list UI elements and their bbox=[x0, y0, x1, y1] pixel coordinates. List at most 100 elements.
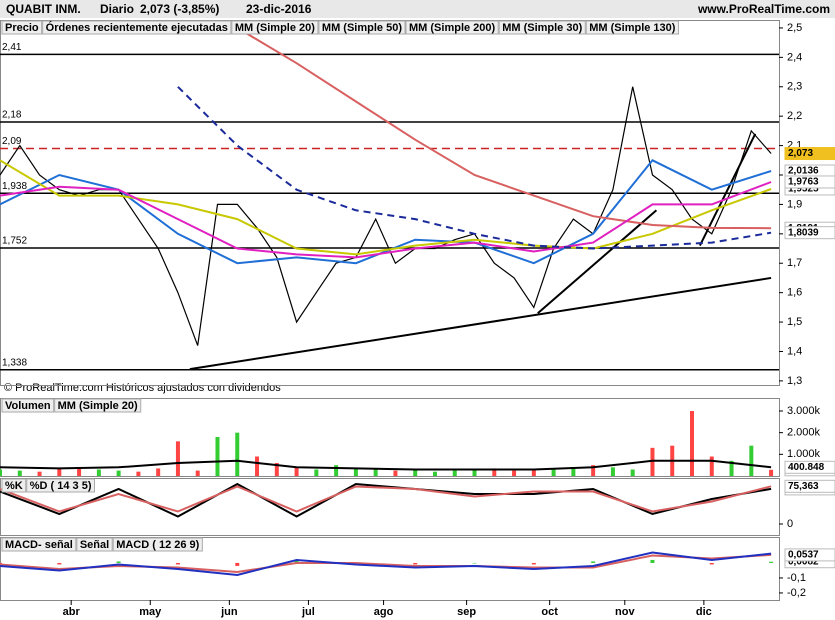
legend-entry: %K bbox=[5, 480, 23, 492]
value-label: 1,9525 bbox=[788, 184, 819, 195]
x-tick-label: nov bbox=[615, 606, 635, 618]
bar bbox=[650, 447, 655, 476]
y-tick-label: -0,2 bbox=[787, 587, 806, 599]
legend-entry: MACD- señal bbox=[5, 539, 73, 551]
series-line bbox=[0, 551, 772, 577]
bar bbox=[413, 469, 418, 476]
bar bbox=[650, 559, 655, 563]
value-label: 2,0136 bbox=[788, 166, 819, 177]
y-tick-label: 2,4 bbox=[787, 51, 802, 63]
bar bbox=[57, 468, 62, 476]
bar bbox=[96, 469, 101, 476]
value-label: 0,0537 bbox=[788, 550, 819, 561]
legend-entry: MM (Simple 50) bbox=[322, 22, 402, 34]
bar bbox=[156, 468, 161, 476]
bar bbox=[769, 561, 774, 563]
legend-box bbox=[76, 537, 113, 552]
bar bbox=[591, 465, 596, 476]
series-line bbox=[236, 27, 772, 230]
bar bbox=[116, 561, 121, 563]
bar bbox=[116, 470, 121, 476]
series-line bbox=[0, 459, 772, 471]
value-label-box bbox=[784, 175, 835, 189]
x-tick-label: jul bbox=[301, 606, 315, 618]
bar bbox=[175, 562, 180, 565]
level-label: 1,752 bbox=[2, 236, 27, 247]
bar bbox=[294, 559, 299, 563]
bar bbox=[709, 456, 714, 476]
bar bbox=[472, 562, 477, 564]
bar bbox=[749, 445, 754, 476]
legend-box bbox=[405, 20, 499, 35]
legend-box bbox=[112, 537, 203, 552]
bar bbox=[531, 562, 536, 565]
value-label-box bbox=[784, 548, 835, 562]
value-label: 0,0082 bbox=[788, 556, 819, 567]
value-label-box bbox=[784, 147, 835, 161]
site: www.ProRealTime.com bbox=[697, 2, 830, 16]
legend-box bbox=[42, 20, 232, 35]
panel-border bbox=[0, 478, 780, 536]
y-tick-label: 1,3 bbox=[787, 375, 802, 387]
legend-box bbox=[1, 478, 27, 493]
value-label: 1,9763 bbox=[788, 177, 819, 188]
series-line bbox=[0, 482, 772, 518]
value-label: 2,073 bbox=[788, 148, 813, 159]
legend-entry: MM (Simple 30) bbox=[502, 22, 582, 34]
bar bbox=[630, 469, 635, 476]
level-label: 2,41 bbox=[2, 42, 22, 53]
x-tick-label: oct bbox=[541, 606, 558, 618]
legend-box bbox=[318, 20, 406, 35]
value-label: 400.848 bbox=[788, 462, 825, 473]
legend-box bbox=[54, 398, 142, 413]
legend-entry: Volumen bbox=[5, 400, 51, 412]
x-tick-label: abr bbox=[63, 606, 81, 618]
bar bbox=[729, 460, 734, 476]
value-label: 75,363 bbox=[788, 481, 819, 492]
y-tick-label: 1,4 bbox=[787, 345, 802, 357]
series-line bbox=[0, 181, 772, 259]
header-bar bbox=[0, 0, 835, 18]
bar bbox=[373, 469, 378, 476]
bar bbox=[195, 470, 200, 476]
y-tick-label: 2,2 bbox=[787, 110, 802, 122]
legend-box bbox=[1, 537, 77, 552]
bar bbox=[294, 467, 299, 476]
bar bbox=[551, 469, 556, 476]
level-label: 2,09 bbox=[2, 136, 22, 147]
value-label-box bbox=[784, 460, 835, 474]
y-tick-label: 2,3 bbox=[787, 81, 802, 93]
value-label-box bbox=[784, 226, 835, 240]
x-tick-label: ago bbox=[374, 606, 394, 618]
price: 2,073 (-3,85%) bbox=[140, 2, 219, 16]
legend-entry: Órdenes recientemente ejecutadas bbox=[46, 21, 228, 34]
bar bbox=[57, 562, 62, 565]
bar bbox=[512, 470, 517, 476]
bar bbox=[255, 456, 260, 476]
level-label: 1,338 bbox=[2, 357, 27, 368]
y-tick-label: 1,5 bbox=[787, 316, 802, 328]
bar bbox=[432, 471, 437, 476]
y-tick-label: 2,5 bbox=[787, 22, 802, 34]
bar bbox=[472, 469, 477, 476]
bar bbox=[77, 467, 82, 476]
y-tick-label: 1.000k bbox=[787, 448, 821, 460]
legend-box bbox=[498, 20, 586, 35]
bar bbox=[175, 441, 180, 476]
bar bbox=[690, 411, 695, 476]
y-tick-label: 0 bbox=[787, 518, 793, 530]
legend-entry: MM (Simple 20) bbox=[235, 22, 315, 34]
value-label: 1,8039 bbox=[788, 227, 819, 238]
bar bbox=[215, 437, 220, 476]
date: 23-dic-2016 bbox=[246, 2, 312, 16]
legend-box bbox=[26, 478, 95, 493]
bar bbox=[235, 562, 240, 566]
bar bbox=[334, 465, 339, 476]
bar bbox=[413, 562, 418, 565]
x-tick-label: jun bbox=[220, 606, 238, 618]
y-tick-label: -0,1 bbox=[787, 572, 806, 584]
bar bbox=[610, 467, 615, 476]
legend-box bbox=[1, 398, 55, 413]
